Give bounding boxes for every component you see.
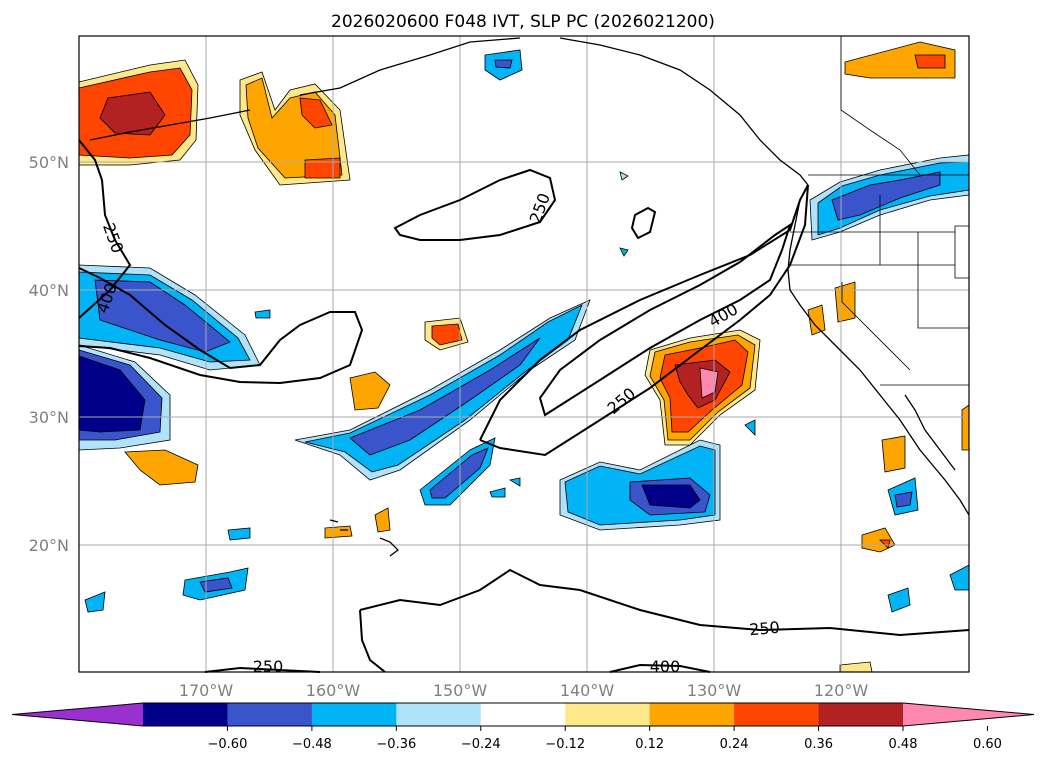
colorbar-segment bbox=[396, 703, 482, 726]
map-panel: 250 250 400 400 250 250 250 400 bbox=[78, 35, 970, 676]
colorbar-tick-label: 0.48 bbox=[889, 737, 918, 752]
colorbar-segment bbox=[649, 703, 735, 726]
lat-label: 50°N bbox=[29, 153, 69, 172]
colorbar-tick-label: −0.36 bbox=[376, 737, 416, 752]
map-title: 2026020600 F048 IVT, SLP PC (2026021200) bbox=[331, 12, 715, 32]
lon-label: 140°W bbox=[560, 681, 615, 700]
colorbar-tick-label: 0.36 bbox=[804, 737, 833, 752]
latitude-labels: 50°N 40°N 30°N 20°N bbox=[29, 153, 69, 555]
lon-label: 150°W bbox=[433, 681, 488, 700]
colorbar-tick-label: 0.24 bbox=[720, 737, 749, 752]
colorbar-tick-label: −0.60 bbox=[208, 737, 248, 752]
colorbar-segment bbox=[734, 703, 820, 726]
colorbar-segment bbox=[480, 703, 566, 726]
slp-contours bbox=[78, 139, 970, 673]
colorbar-tick-label: −0.48 bbox=[292, 737, 332, 752]
colorbar: −0.60 −0.48 −0.36 −0.24 −0.12 0.12 0.24 0.36 0.4… bbox=[11, 702, 1035, 752]
contour-labels: 250 250 400 400 250 250 250 400 bbox=[93, 191, 781, 676]
lon-label: 160°W bbox=[306, 681, 361, 700]
colorbar-outline bbox=[11, 702, 1035, 727]
colorbar-tick-label: −0.12 bbox=[545, 737, 585, 752]
contour-label: 250 bbox=[253, 657, 284, 676]
lon-label: 130°W bbox=[687, 681, 742, 700]
colorbar-segment bbox=[311, 703, 397, 726]
lon-label: 120°W bbox=[814, 681, 869, 700]
lat-label: 30°N bbox=[29, 408, 69, 427]
colorbar-extend-low bbox=[12, 703, 143, 726]
colorbar-segment bbox=[565, 703, 651, 726]
gridlines bbox=[79, 36, 969, 672]
coastlines bbox=[89, 37, 970, 557]
colorbar-tick-label: 0.12 bbox=[635, 737, 664, 752]
contour-label: 250 bbox=[748, 618, 780, 640]
lat-label: 40°N bbox=[29, 281, 69, 300]
colorbar-tick-label: 0.60 bbox=[973, 737, 1002, 752]
anomaly-fields bbox=[78, 41, 970, 673]
lon-label: 170°W bbox=[179, 681, 234, 700]
lat-label: 20°N bbox=[29, 536, 69, 555]
colorbar-segment bbox=[227, 703, 313, 726]
contour-label: 400 bbox=[650, 657, 681, 676]
colorbar-tick-label: −0.24 bbox=[461, 737, 501, 752]
colorbar-segment bbox=[143, 703, 228, 726]
colorbar-segment bbox=[818, 703, 904, 726]
longitude-labels: 170°W 160°W 150°W 140°W 130°W 120°W bbox=[179, 681, 869, 700]
colorbar-extend-high bbox=[903, 703, 1034, 726]
map-frame bbox=[78, 35, 970, 673]
